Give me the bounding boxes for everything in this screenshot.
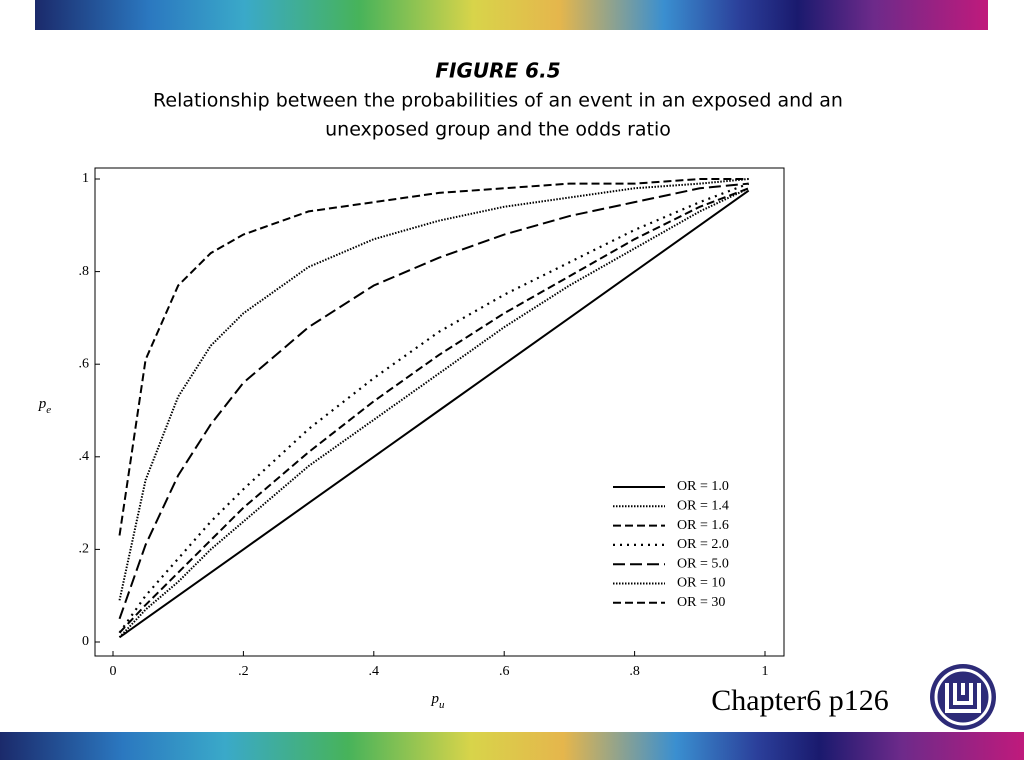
legend-label: OR = 1.0 xyxy=(677,479,729,494)
y-axis-label: pe xyxy=(38,396,52,415)
x-axis-label: pu xyxy=(431,691,446,710)
legend-label: OR = 1.4 xyxy=(677,499,729,514)
y-tick-label: 1 xyxy=(82,171,89,186)
legend-label: OR = 5.0 xyxy=(677,556,729,571)
legend-label: OR = 2.0 xyxy=(677,537,729,552)
plot-frame xyxy=(94,167,785,657)
y-tick-label: .2 xyxy=(79,542,90,557)
series-line xyxy=(118,178,749,536)
legend-label: OR = 30 xyxy=(677,595,725,610)
series-line xyxy=(118,182,749,620)
x-tick-label: 1 xyxy=(762,664,769,679)
x-tick-label: .2 xyxy=(238,664,249,679)
x-tick-label: .4 xyxy=(369,664,380,679)
chart-subtitle: Relationship between the probabilities o… xyxy=(153,90,843,112)
chart-title: FIGURE 6.5 xyxy=(435,59,560,83)
series-line xyxy=(118,182,750,634)
x-tick-label: .6 xyxy=(499,664,510,679)
logo xyxy=(930,664,996,730)
legend-label: OR = 10 xyxy=(677,576,725,591)
series-line xyxy=(118,178,749,601)
series-line xyxy=(118,187,750,634)
x-tick-label: 0 xyxy=(110,664,117,679)
y-tick-label: .6 xyxy=(79,356,90,371)
y-tick-label: .4 xyxy=(79,449,90,464)
y-tick-label: .8 xyxy=(79,264,90,279)
bottom-band xyxy=(0,732,1024,760)
chart-subtitle: unexposed group and the odds ratio xyxy=(325,119,671,141)
slide-caption: Chapter6 p126 xyxy=(711,684,888,717)
series-line xyxy=(118,189,750,639)
x-axis-symbol: p xyxy=(431,691,440,707)
y-axis-symbol: p xyxy=(38,396,47,412)
x-tick-label: .8 xyxy=(629,664,640,679)
logo-glyph xyxy=(945,683,981,713)
y-tick-label: 0 xyxy=(82,634,89,649)
top-band xyxy=(35,0,988,30)
y-axis-subscript: e xyxy=(46,404,51,416)
legend-label: OR = 1.6 xyxy=(677,518,729,533)
x-axis-subscript: u xyxy=(439,699,445,711)
logo-ring xyxy=(934,668,992,726)
